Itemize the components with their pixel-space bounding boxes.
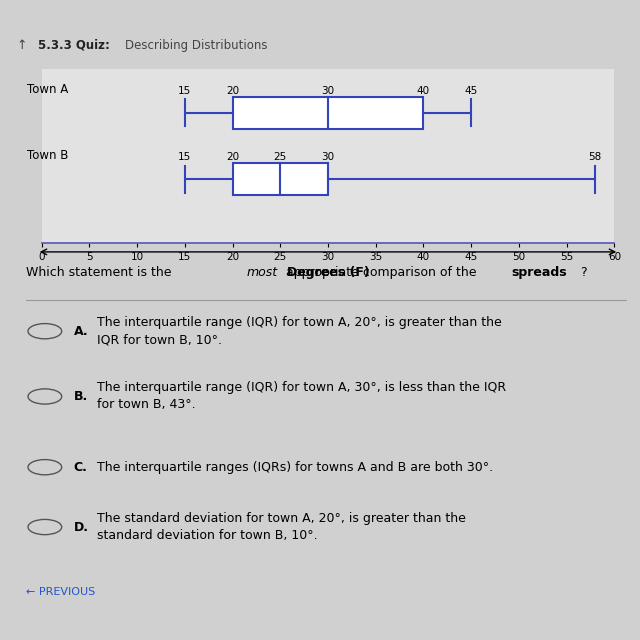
- Text: appropriate comparison of the: appropriate comparison of the: [282, 266, 481, 280]
- Text: 15: 15: [178, 86, 191, 95]
- Text: ↑: ↑: [16, 39, 26, 52]
- Text: Which statement is the: Which statement is the: [26, 266, 175, 280]
- Text: B.: B.: [74, 390, 88, 403]
- Text: most: most: [247, 266, 278, 280]
- Text: 20: 20: [226, 86, 239, 95]
- X-axis label: Degrees (F): Degrees (F): [287, 266, 369, 280]
- Text: D.: D.: [74, 520, 89, 534]
- Text: Town B: Town B: [28, 149, 68, 163]
- Text: ← PREVIOUS: ← PREVIOUS: [26, 587, 95, 597]
- Text: 20: 20: [226, 152, 239, 163]
- Text: A.: A.: [74, 324, 88, 338]
- Text: 25: 25: [274, 152, 287, 163]
- Text: The standard deviation for town A, 20°, is greater than the
standard deviation f: The standard deviation for town A, 20°, …: [97, 512, 465, 542]
- Text: Describing Distributions: Describing Distributions: [125, 39, 268, 52]
- Text: 40: 40: [417, 86, 430, 95]
- Text: 15: 15: [178, 152, 191, 163]
- Bar: [232, 163, 328, 195]
- Text: 58: 58: [589, 152, 602, 163]
- Text: C.: C.: [74, 461, 88, 474]
- Bar: [232, 97, 424, 129]
- Text: 5.3.3 Quiz:: 5.3.3 Quiz:: [38, 39, 110, 52]
- Text: 30: 30: [321, 86, 335, 95]
- Text: The interquartile range (IQR) for town A, 30°, is less than the IQR
for town B, : The interquartile range (IQR) for town A…: [97, 381, 506, 412]
- Text: The interquartile ranges (IQRs) for towns A and B are both 30°.: The interquartile ranges (IQRs) for town…: [97, 461, 493, 474]
- Text: spreads: spreads: [512, 266, 567, 280]
- Text: ?: ?: [580, 266, 587, 280]
- Text: 30: 30: [321, 152, 335, 163]
- Text: Town A: Town A: [28, 83, 68, 95]
- Text: The interquartile range (IQR) for town A, 20°, is greater than the
IQR for town : The interquartile range (IQR) for town A…: [97, 316, 501, 346]
- Text: 45: 45: [465, 86, 478, 95]
